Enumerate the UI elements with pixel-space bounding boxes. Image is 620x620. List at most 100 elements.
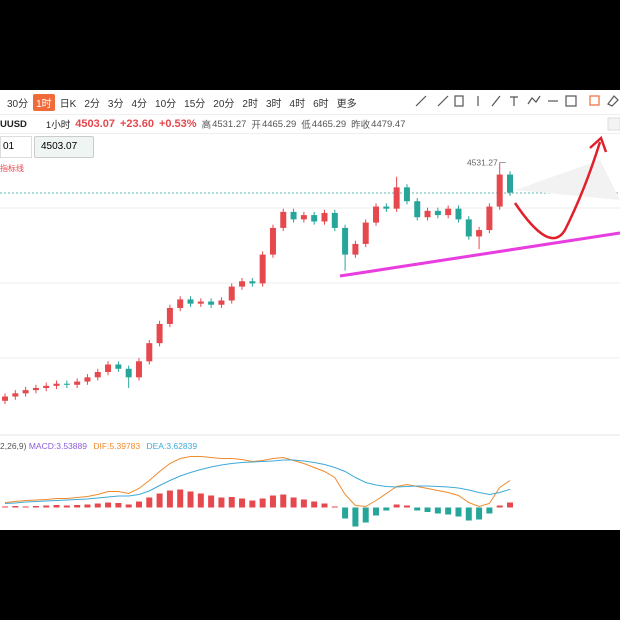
candle-body [373, 206, 380, 223]
macd-bar [208, 495, 215, 508]
macd-bar [249, 500, 256, 508]
candle-body [331, 212, 338, 228]
side-button[interactable] [607, 117, 620, 131]
period[interactable]: 2分 [84, 98, 100, 110]
candle-body [177, 299, 184, 308]
candle-body [321, 212, 328, 222]
dif-label: DIF:5.39783 [93, 441, 141, 451]
chart: 4531.27 [0, 95, 620, 527]
candle-body [352, 243, 359, 255]
macd-bar [300, 499, 307, 508]
more[interactable]: 更多 [336, 98, 357, 110]
macd-bar [259, 498, 266, 508]
macd-bar [383, 507, 390, 511]
change: +23.60 [119, 118, 154, 130]
macd-bar [218, 497, 225, 508]
macd-bar [434, 507, 441, 514]
tool-icons[interactable] [415, 95, 619, 107]
candle-body [12, 393, 19, 397]
macd-bar [146, 497, 153, 508]
macd-bar [125, 504, 132, 508]
macd-bar [22, 506, 29, 508]
open-label: 开 [251, 120, 261, 131]
macd-bar [393, 504, 400, 508]
period[interactable]: 4时 [289, 98, 306, 110]
candle-body [434, 210, 441, 216]
period[interactable]: 20分 [213, 98, 235, 110]
price-box[interactable]: 4503.07 [34, 136, 94, 158]
candle-body [300, 215, 307, 220]
period[interactable]: 4分 [131, 98, 148, 110]
macd-bar [53, 505, 60, 508]
macd-bar [321, 503, 328, 508]
period[interactable]: 日K [59, 98, 77, 110]
candle-body [383, 206, 390, 209]
candle-body [445, 208, 452, 216]
macd-bar [290, 497, 297, 508]
arrow-head [589, 135, 608, 153]
period[interactable]: 2时 [242, 98, 258, 110]
candle-body [187, 299, 194, 304]
candle-body [2, 396, 8, 401]
high-label: 4531.27 [467, 158, 498, 168]
candle-body [146, 343, 153, 362]
candle-body [43, 385, 50, 388]
symbol[interactable]: UUSD [0, 118, 27, 130]
candle-body [156, 323, 163, 344]
period[interactable]: 3时 [265, 98, 282, 110]
candle-body [84, 377, 91, 382]
macd-bar [32, 506, 39, 508]
open: 4465.29 [261, 118, 297, 130]
macd-bar [352, 507, 359, 527]
toolbar: 30分 1时 日K 2分 3分 4分 10分 15分 20分 2时 3时 4时 6时 更多 [4, 92, 362, 112]
candle-body [496, 174, 503, 207]
candle-body [166, 307, 173, 324]
candle-body [74, 381, 81, 385]
candle-body [197, 301, 204, 304]
period[interactable]: 30分 [7, 98, 29, 110]
dif-line [4, 456, 511, 508]
macd-bar [84, 504, 91, 508]
macd-bar [239, 498, 246, 508]
candle-body [424, 210, 431, 218]
period[interactable]: 1时 [33, 93, 55, 111]
macd-bar [455, 507, 462, 517]
macd-label: MACD:3.53889 [28, 441, 87, 451]
macd-bar [373, 507, 380, 516]
macd-bar [187, 491, 194, 508]
macd-bar [43, 505, 50, 508]
high: 4531.27 [212, 118, 247, 130]
macd-bar [115, 503, 122, 508]
candle-body [280, 211, 287, 228]
candle-body [249, 281, 256, 284]
candle-body [135, 361, 142, 378]
dea-line [4, 459, 511, 504]
period[interactable]: 6时 [313, 98, 329, 110]
macd-bar [280, 494, 287, 508]
candle-body [259, 254, 266, 284]
arrow [513, 141, 602, 240]
period[interactable]: 3分 [107, 98, 124, 110]
low-label: 低 [301, 120, 311, 131]
macd-bar [2, 506, 8, 508]
candle-body [239, 281, 246, 287]
candle-body [290, 211, 297, 220]
macd-bar [177, 489, 184, 508]
indicator-note: 指标线 [0, 164, 24, 173]
candle-body [476, 230, 483, 237]
period[interactable]: 15分 [184, 98, 206, 110]
macd-bar [342, 507, 349, 519]
period[interactable]: 10分 [155, 98, 177, 110]
candle-body [228, 286, 235, 301]
candle-body [63, 383, 70, 385]
macd-bar [74, 505, 81, 508]
candle-body [311, 215, 318, 222]
candle-body [486, 206, 493, 231]
candle-body [393, 187, 400, 209]
interval[interactable]: 1小时 [45, 120, 71, 131]
app: 30分 1时 日K 2分 3分 4分 10分 15分 20分 2时 3时 4时 6时 更多 UUSD 1小… [0, 90, 620, 530]
macd-bar [362, 507, 369, 523]
macd-bar [94, 503, 101, 508]
candle-body [507, 174, 513, 193]
input[interactable]: 01 [0, 136, 32, 158]
